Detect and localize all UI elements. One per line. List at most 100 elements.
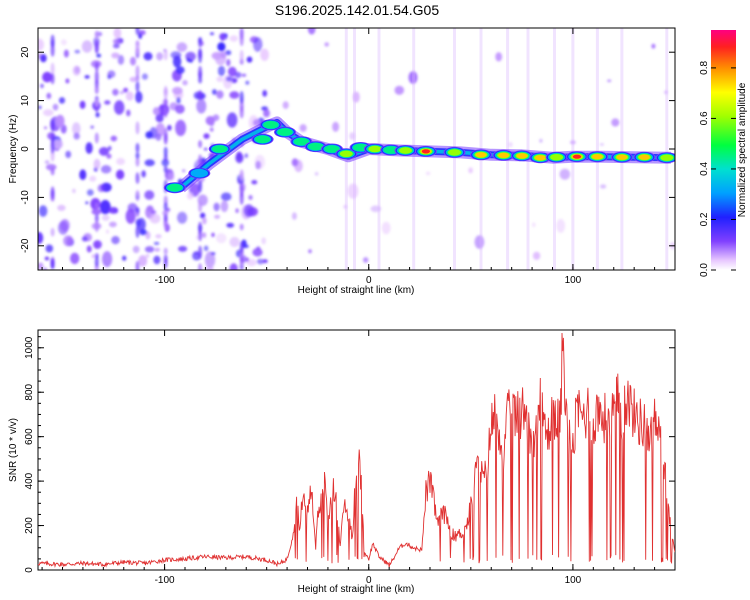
noise-blob: [99, 199, 111, 215]
noise-blob: [381, 221, 391, 235]
noise-blob: [135, 91, 143, 103]
noise-streak: [135, 189, 140, 198]
noise-blob: [107, 74, 112, 80]
noise-blob: [145, 131, 153, 139]
noise-blob: [85, 142, 93, 154]
noise-streak: [94, 61, 99, 72]
y-tick-label: 1000: [24, 336, 35, 359]
noise-blob: [539, 138, 543, 143]
noise-blob: [256, 246, 261, 250]
noise-blob: [220, 51, 227, 59]
noise-blob: [205, 116, 215, 126]
ridge-peak: [324, 145, 340, 153]
noise-blob: [204, 251, 216, 268]
noise-blob: [206, 264, 214, 270]
snr-y-axis: 0 200 400 600 800 1000: [24, 336, 675, 573]
spectrogram-ridge-layer: [163, 116, 675, 194]
spectrogram-x-axis: -100 0 100: [41, 28, 676, 286]
noise-blob: [261, 237, 267, 245]
noise-blob: [252, 248, 263, 257]
noise-blob: [170, 51, 182, 59]
y-tick-label: 0: [24, 567, 35, 573]
noise-blob: [43, 109, 54, 117]
noise-blob: [45, 244, 54, 253]
ridge-peak: [448, 149, 461, 156]
noise-streak: [198, 180, 203, 193]
noise-streak: [135, 172, 140, 185]
spectrogram-noise-layer: [38, 28, 675, 270]
noise-blob: [91, 208, 102, 215]
noise-blob: [167, 172, 175, 181]
noise-blob: [210, 32, 214, 36]
y-tick-label: 20: [20, 46, 31, 58]
noise-blob: [96, 53, 102, 58]
noise-blob: [248, 195, 253, 200]
noise-streak: [94, 30, 99, 39]
noise-streak: [135, 40, 140, 47]
ridge-peak: [421, 149, 430, 154]
noise-blob: [86, 189, 94, 196]
noise-blob: [97, 184, 105, 193]
noise-streak: [239, 106, 244, 119]
noise-blob: [117, 54, 125, 65]
noise-blob: [332, 121, 340, 132]
noise-blob: [42, 71, 53, 83]
ridge-peak: [660, 154, 674, 161]
noise-blob: [100, 165, 112, 174]
noise-blob: [46, 92, 52, 99]
ridge-peak: [498, 152, 509, 158]
noise-blob: [308, 249, 312, 254]
snr-x-axis-label: Height of straight line (km): [298, 584, 415, 595]
y-tick-label: 600: [24, 428, 35, 445]
noise-blob: [474, 235, 485, 249]
noise-blob: [125, 91, 134, 101]
noise-blob: [176, 97, 181, 104]
noise-blob: [200, 212, 206, 219]
noise-blob: [299, 124, 307, 132]
noise-blob: [155, 122, 166, 137]
noise-blob: [123, 87, 129, 93]
noise-blob: [40, 83, 44, 89]
noise-streak: [94, 39, 99, 54]
noise-blob: [363, 257, 369, 263]
noise-blob: [104, 100, 111, 105]
noise-blob: [370, 205, 382, 213]
noise-blob: [141, 73, 148, 80]
noise-blob: [556, 218, 566, 233]
ridge-peak: [516, 153, 528, 159]
noise-blob: [66, 236, 73, 246]
noise-blob: [63, 49, 69, 58]
x-tick-label: 0: [366, 275, 372, 286]
noise-blob: [178, 245, 188, 252]
colorbar-ticks: 0.0 0.2 0.4 0.6 0.8: [699, 61, 736, 277]
noise-blob: [220, 33, 225, 41]
spectral-stripe: [571, 28, 575, 270]
spectrogram-y-axis-label: Frequency (Hz): [8, 115, 19, 184]
noise-streak: [198, 65, 203, 79]
noise-blob: [352, 91, 360, 103]
noise-blob: [254, 154, 265, 170]
colorbar-tick-label: 0.0: [699, 263, 710, 277]
noise-blob: [58, 97, 66, 104]
noise-blob: [229, 35, 238, 42]
noise-blob: [241, 73, 247, 77]
ridge-peak: [339, 150, 353, 157]
noise-blob: [43, 267, 47, 270]
noise-blob: [246, 259, 257, 267]
noise-blob: [182, 169, 186, 173]
noise-streak: [94, 213, 99, 223]
noise-streak: [135, 225, 140, 238]
noise-blob: [101, 214, 110, 221]
noise-streak: [94, 132, 99, 144]
noise-streak: [163, 209, 168, 216]
ridge-peak: [308, 142, 324, 151]
noise-blob: [651, 43, 656, 49]
noise-blob: [209, 127, 214, 132]
noise-blob: [175, 104, 185, 114]
snr-y-axis-label: SNR (10 * v/v): [8, 418, 19, 482]
noise-streak: [239, 256, 244, 263]
y-tick-label: 10: [20, 95, 31, 107]
noise-streak: [135, 65, 140, 78]
noise-blob: [154, 247, 161, 252]
noise-streak: [239, 91, 244, 104]
